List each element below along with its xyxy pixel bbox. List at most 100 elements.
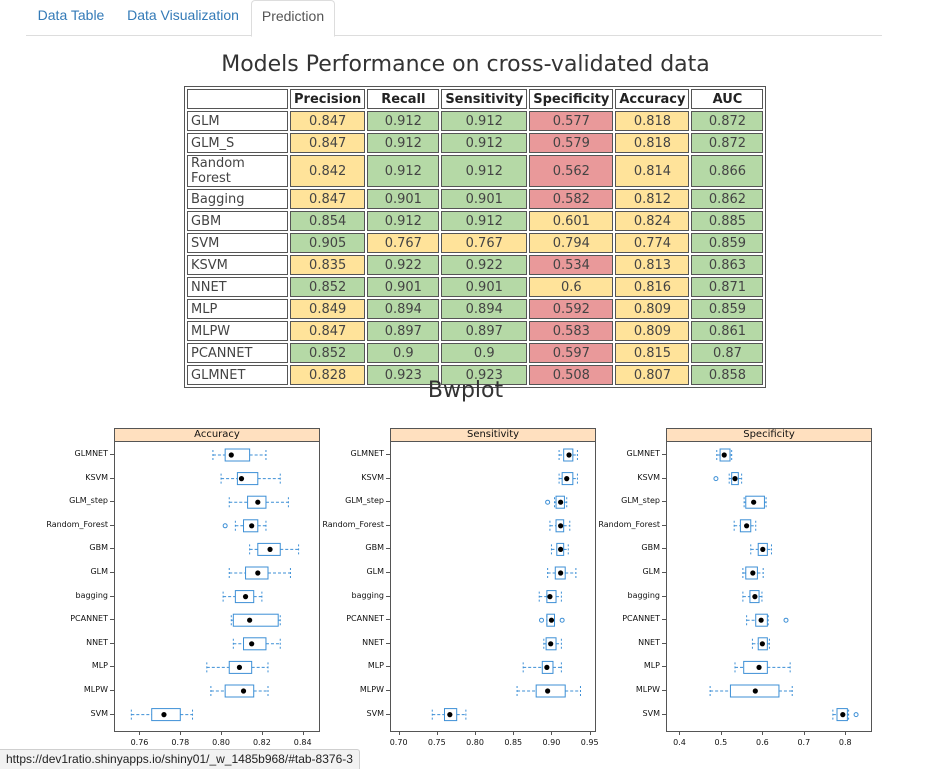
table-cell: 0.814 (615, 155, 690, 187)
specificity-boxplot-panel: Specificity (666, 428, 872, 732)
mean-dot (447, 712, 453, 718)
y-tick-mark (110, 642, 114, 644)
x-tick-mark (180, 731, 182, 735)
mean-dot (756, 664, 762, 670)
sensitivity-strip: Sensitivity (391, 429, 595, 442)
tab-prediction[interactable]: Prediction (251, 0, 335, 37)
table-cell: 0.894 (441, 299, 528, 319)
y-tick-mark (662, 548, 666, 550)
table-cell: 0.592 (529, 299, 614, 319)
table-cell: 0.818 (615, 133, 690, 153)
tab-data-table[interactable]: Data Table (37, 7, 105, 23)
iqr-box (757, 542, 768, 556)
iqr-box (749, 590, 760, 604)
iqr-box (232, 613, 279, 627)
x-tick-label: 0.95 (580, 738, 599, 747)
table-row: Random Forest 0.842 0.912 0.912 0.562 0.814 0.… (187, 155, 764, 187)
table-cell: 0.847 (290, 111, 366, 131)
table-cell: 0.912 (441, 155, 528, 187)
box-svm (832, 708, 859, 722)
table-cell: 0.813 (615, 255, 690, 275)
table-cell: 0.9 (441, 343, 528, 363)
x-tick-label: 0.80 (212, 738, 230, 747)
table-cell: 0.901 (441, 189, 528, 209)
box-glmnet (558, 448, 578, 462)
table-cell: 0.862 (691, 189, 764, 209)
y-tick-mark (662, 572, 666, 573)
iqr-box (739, 519, 752, 533)
tab-data-visualization[interactable]: Data Visualization (127, 7, 239, 23)
table-cell: 0.863 (691, 255, 764, 275)
iqr-box (535, 684, 566, 698)
table-cell: 0.923 (367, 365, 440, 385)
box-svm (130, 708, 194, 722)
table-cell: 0.912 (441, 211, 528, 231)
box-gbm (249, 542, 300, 556)
x-tick-label: 0.76 (130, 738, 149, 747)
mean-dot (558, 546, 564, 552)
iqr-box (745, 495, 765, 509)
y-tick-label: PCANNET (70, 614, 108, 624)
iqr-box (563, 448, 574, 462)
sensitivity-boxplot-panel: Sensitivity (390, 428, 596, 732)
table-cell: 0.885 (691, 211, 764, 231)
y-tick-mark (386, 666, 390, 668)
specificity-strip: Specificity (667, 429, 871, 442)
box-nnet (543, 637, 562, 651)
x-tick-mark (589, 731, 591, 735)
mean-dot (750, 570, 756, 576)
x-tick-label: 0.78 (171, 738, 190, 747)
x-tick-label: 0.70 (389, 738, 408, 747)
x-tick-label: 0.82 (252, 738, 271, 747)
table-cell: 0.852 (290, 343, 366, 363)
x-tick-mark (679, 731, 681, 735)
outlier-point (783, 617, 789, 623)
y-tick-label: bagging (75, 590, 108, 600)
row-model-name: Random Forest (187, 155, 288, 187)
table-cell: 0.912 (367, 133, 440, 153)
y-tick-label: SVM (642, 708, 660, 718)
iqr-box (443, 708, 458, 722)
table-cell: 0.866 (691, 155, 764, 187)
mean-dot (564, 476, 570, 482)
table-cell: 0.912 (367, 111, 440, 131)
y-tick-mark (386, 477, 390, 479)
box-ksvm (558, 472, 578, 486)
table-header-sensitivity: Sensitivity (441, 89, 528, 109)
mean-dot (267, 546, 273, 552)
outlier-point (222, 523, 228, 529)
table-cell: 0.812 (615, 189, 690, 209)
x-tick-mark (551, 731, 553, 735)
y-tick-label: Random_Forest (322, 519, 384, 529)
iqr-box (243, 519, 259, 533)
table-cell: 0.849 (290, 299, 366, 319)
table-cell: 0.912 (367, 155, 440, 187)
y-tick-label: Random_Forest (598, 519, 660, 529)
y-tick-label: MLPW (359, 685, 384, 694)
x-tick-mark (720, 731, 722, 735)
y-tick-label: NNET (638, 637, 660, 647)
table-cell: 0.767 (441, 233, 528, 253)
mean-dot (758, 617, 764, 623)
box-glmnet (212, 448, 267, 462)
table-row: Bagging 0.847 0.901 0.901 0.582 0.812 0.862 (187, 189, 764, 209)
row-model-name: KSVM (187, 255, 288, 275)
outlier-point (559, 617, 565, 623)
box-glm_step (743, 495, 767, 509)
mean-dot (236, 664, 243, 670)
y-tick-label: GLM_step (345, 496, 384, 506)
x-tick-mark (513, 731, 515, 735)
y-tick-label: GBM (641, 543, 660, 553)
mean-dot (752, 594, 758, 600)
x-tick-label: 0.75 (427, 738, 446, 747)
y-tick-label: bagging (351, 590, 384, 600)
box-glm_step (545, 495, 568, 509)
box-pcannet (539, 613, 565, 627)
table-cell: 0.847 (290, 189, 366, 209)
table-row: GLM_S 0.847 0.912 0.912 0.579 0.818 0.872 (187, 133, 764, 153)
box-gbm (750, 542, 772, 556)
accuracy-plot (130, 448, 300, 722)
mean-dot (242, 594, 249, 600)
table-cell: 0.583 (529, 321, 614, 341)
y-tick-label: KSVM (85, 472, 108, 482)
